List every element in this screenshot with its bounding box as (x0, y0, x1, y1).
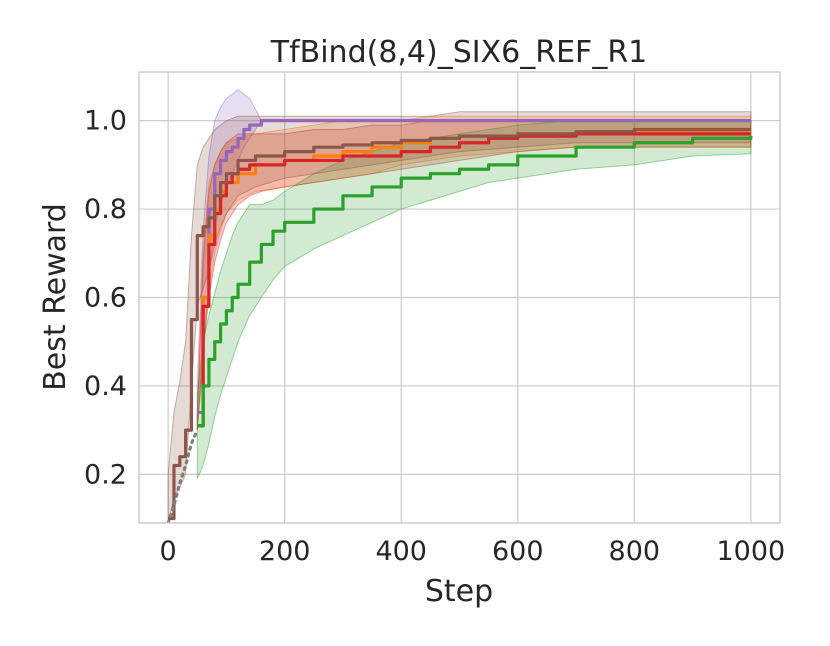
y-tick-label: 0.6 (84, 283, 127, 314)
x-tick-label: 800 (609, 536, 661, 567)
series-line-5 (166, 428, 199, 523)
x-tick-label: 1000 (717, 536, 786, 567)
series-line-3 (197, 136, 753, 428)
y-tick-label: 0.2 (84, 459, 127, 490)
series-line-2 (197, 132, 751, 428)
series-band-1 (196, 115, 752, 431)
series-line-0 (197, 119, 751, 415)
y-axis-label: Best Reward (38, 203, 73, 391)
x-tick-label: 600 (492, 536, 544, 567)
y-tick-label: 1.0 (84, 106, 127, 137)
x-tick-label: 200 (259, 536, 311, 567)
series-band-2 (196, 120, 752, 431)
y-tick-label: 0.4 (84, 371, 127, 402)
x-tick-labels: 0 200 400 600 800 1000 (160, 536, 786, 567)
series-line-4 (168, 127, 751, 521)
x-tick-label: 0 (160, 536, 177, 567)
y-tick-label: 0.8 (84, 194, 127, 225)
x-axis-label: Step (425, 574, 493, 609)
series-lines (166, 119, 753, 523)
y-tick-labels: 0.2 0.4 0.6 0.8 1.0 (84, 106, 127, 491)
chart-title: TfBind(8,4)_SIX6_REF_R1 (270, 35, 648, 70)
x-tick-label: 400 (375, 536, 427, 567)
plot-frame (138, 71, 781, 524)
